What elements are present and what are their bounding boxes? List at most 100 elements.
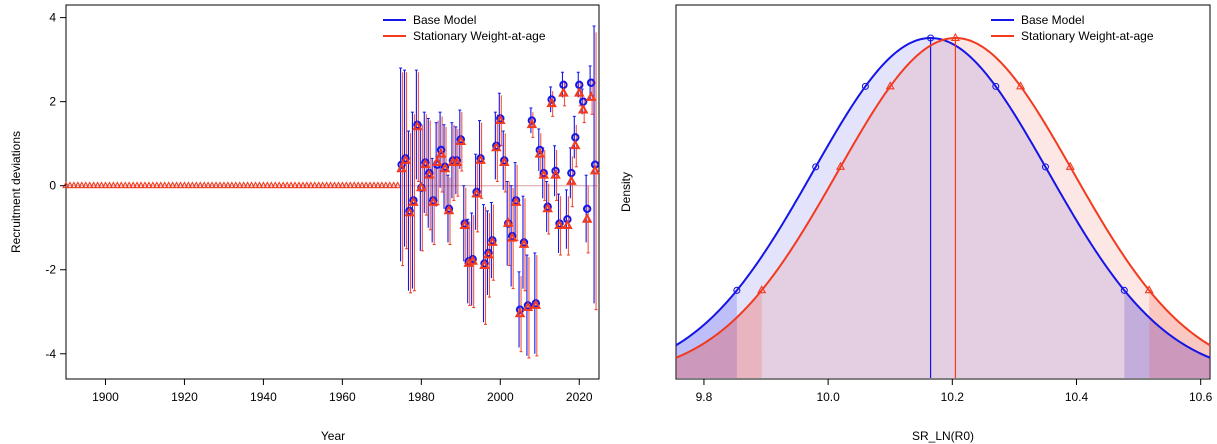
- fixed-deviation-marker: [295, 181, 303, 189]
- x-axis-label: Year: [321, 429, 345, 443]
- y-tick-label: 4: [49, 11, 56, 25]
- alt-point: [534, 148, 546, 158]
- fixed-deviation-marker: [358, 181, 366, 189]
- fixed-deviation-marker: [77, 181, 86, 189]
- x-tick-label: 10.0: [816, 390, 840, 404]
- fixed-deviation-marker: [235, 181, 244, 189]
- legend-label-alt: Stationary Weight-at-age: [413, 29, 546, 43]
- fixed-deviation-marker: [239, 181, 248, 189]
- fixed-deviation-marker: [275, 181, 284, 189]
- alt-point: [455, 135, 467, 145]
- alt-curve-marker: [1016, 81, 1026, 90]
- fixed-deviation-marker: [97, 181, 106, 189]
- base-point: [515, 305, 525, 314]
- x-tick-label: 10.6: [1189, 390, 1213, 404]
- fixed-deviation-marker: [125, 181, 133, 189]
- fixed-deviation-marker: [105, 181, 114, 189]
- plot-marks: [62, 25, 601, 359]
- fixed-deviation-marker: [93, 181, 102, 189]
- alt-point: [566, 175, 577, 185]
- alt-point: [506, 232, 518, 242]
- alt-point: [573, 87, 585, 97]
- fixed-deviation-marker: [310, 181, 319, 189]
- fixed-deviation-marker: [81, 181, 90, 189]
- fixed-deviation-marker: [338, 181, 347, 189]
- fixed-deviation-marker: [251, 181, 260, 189]
- fixed-deviation-marker: [200, 181, 209, 189]
- x-tick-label: 1920: [171, 390, 198, 404]
- fixed-deviation-marker: [89, 181, 98, 189]
- fixed-deviation-marker: [184, 181, 193, 189]
- x-tick-label: 9.8: [696, 390, 713, 404]
- fixed-deviation-marker: [255, 181, 264, 189]
- base-point: [579, 97, 588, 106]
- alt-curve-marker: [950, 32, 960, 41]
- alt-point: [439, 162, 451, 173]
- fixed-deviation-marker: [330, 181, 339, 189]
- fixed-deviation-marker: [354, 181, 362, 189]
- alt-point: [577, 104, 589, 114]
- alt-curve-marker: [1065, 161, 1075, 170]
- fixed-deviation-marker: [287, 181, 295, 189]
- base-point: [551, 166, 560, 176]
- fixed-deviation-marker: [109, 181, 118, 189]
- y-axis-label: Recruitment deviations: [9, 131, 23, 253]
- fixed-deviation-marker: [113, 181, 122, 189]
- fixed-deviation-marker: [334, 181, 343, 189]
- fixed-deviation-marker: [66, 181, 74, 189]
- fixed-deviation-marker: [180, 181, 189, 189]
- plot-marks: [675, 32, 1211, 378]
- fixed-deviation-marker: [389, 181, 398, 189]
- legend-label-alt: Stationary Weight-at-age: [1021, 29, 1154, 43]
- alt-point: [435, 148, 447, 158]
- base-point: [547, 95, 556, 104]
- fixed-deviation-marker: [224, 181, 232, 189]
- alt-density-curve: [675, 36, 1211, 359]
- base-point: [559, 80, 568, 90]
- alt-point: [542, 202, 553, 213]
- fixed-deviation-marker: [176, 181, 185, 189]
- alt-curve-marker: [836, 161, 846, 170]
- fixed-deviation-marker: [314, 181, 323, 189]
- fixed-deviation-marker: [247, 181, 256, 189]
- fixed-deviation-marker: [306, 181, 315, 189]
- fixed-deviation-marker: [346, 181, 355, 189]
- legend: Base Model Stationary Weight-at-age: [991, 13, 1154, 43]
- alt-point: [479, 259, 490, 269]
- base-curve-marker: [1041, 163, 1050, 171]
- base-point: [586, 78, 596, 87]
- alt-point: [502, 217, 514, 227]
- alt-point: [416, 181, 427, 192]
- axes: 9.8 10.0 10.2 10.4 10.6: [696, 379, 1213, 404]
- fixed-deviation-marker: [374, 181, 382, 189]
- fixed-deviation-marker: [263, 181, 272, 189]
- x-tick-label: 2020: [566, 390, 593, 404]
- fixed-deviation-marker: [393, 181, 402, 189]
- alt-curve-marker: [757, 285, 767, 294]
- alt-point: [585, 91, 597, 101]
- x-tick-label: 1940: [250, 390, 277, 404]
- fixed-deviation-marker: [267, 181, 276, 189]
- alt-point: [522, 301, 534, 311]
- fixed-deviation-marker: [291, 181, 299, 189]
- x-axis-label: SR_LN(R0): [912, 429, 974, 443]
- alt-point: [400, 154, 411, 164]
- fixed-deviation-marker: [141, 181, 149, 189]
- y-axis-label: Density: [619, 172, 633, 212]
- base-curve-marker: [733, 286, 741, 294]
- alt-point: [589, 164, 601, 175]
- alt-point: [570, 139, 581, 150]
- fixed-deviation-marker: [370, 181, 378, 189]
- alt-point: [475, 154, 486, 164]
- alt-curve-marker: [885, 81, 895, 90]
- alt-point: [487, 236, 498, 246]
- fixed-deviation-marker: [243, 181, 252, 189]
- base-curve-marker: [1120, 286, 1128, 294]
- alt-point: [427, 196, 439, 206]
- alt-point: [526, 118, 538, 129]
- legend: Base Model Stationary Weight-at-age: [383, 13, 546, 43]
- fixed-deviation-marker: [156, 181, 165, 189]
- fixed-deviation-marker: [303, 181, 311, 189]
- fixed-deviation-marker: [326, 181, 335, 189]
